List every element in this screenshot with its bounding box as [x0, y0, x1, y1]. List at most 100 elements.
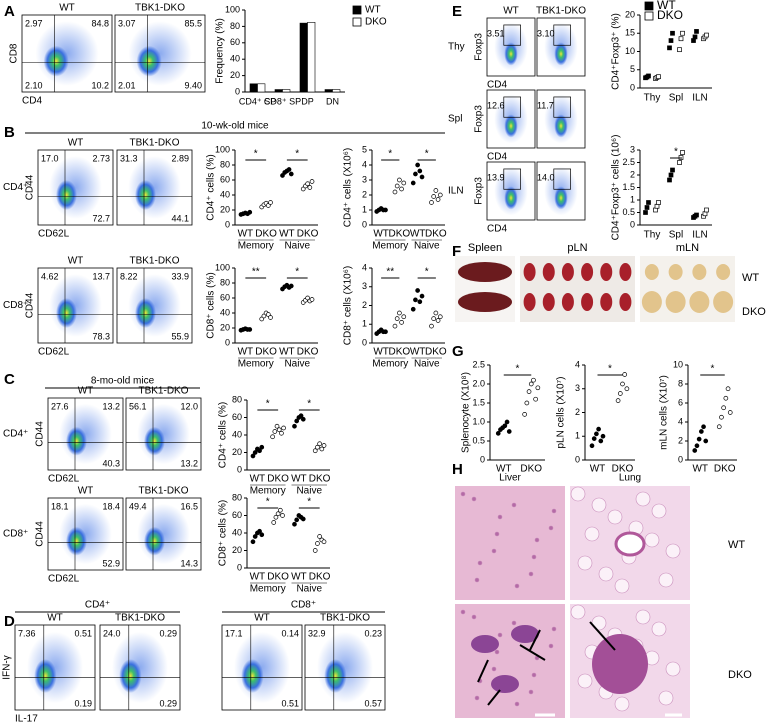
- x-tick-label: WT: [410, 229, 426, 240]
- flow-density: [34, 659, 57, 693]
- organ: [561, 263, 574, 281]
- y-tick-label: 1.5: [472, 397, 485, 407]
- quadrant-value: 52.9: [102, 558, 120, 568]
- y-tick-label: 40: [230, 54, 240, 64]
- quadrant-value: 14.3: [180, 558, 198, 568]
- row-label: WT: [742, 272, 759, 284]
- quadrant-value: 0.57: [364, 698, 382, 708]
- data-point: [257, 448, 262, 454]
- significance: **: [386, 267, 394, 278]
- x-axis-label: CD62L: [38, 347, 70, 358]
- tissue-space: [477, 560, 483, 566]
- organ: [600, 293, 613, 311]
- data-point: [394, 316, 400, 321]
- y-tick-label: 40: [232, 429, 242, 439]
- data-point: [259, 532, 265, 538]
- quadrant-value: 2.10: [25, 80, 43, 90]
- x-tick-label: WT: [291, 572, 307, 583]
- data-point: [615, 398, 621, 403]
- quadrant-value: 0.23: [364, 628, 382, 638]
- data-point: [522, 412, 528, 417]
- y-tick-label: 1: [630, 194, 635, 204]
- y-tick-label: 60: [230, 37, 240, 47]
- data-point: [502, 423, 508, 429]
- tissue-space: [460, 491, 466, 497]
- infiltrate: [491, 675, 519, 693]
- y-axis-label: Frequency (%): [215, 18, 226, 84]
- x-tick-label: Thy: [644, 93, 661, 104]
- data-point: [622, 372, 628, 377]
- group-label: Memory: [238, 241, 274, 252]
- x-tick-label: Spl: [669, 230, 683, 241]
- group-label: Memory: [372, 359, 408, 370]
- y-tick-label: 1: [575, 431, 580, 441]
- data-point: [277, 507, 283, 513]
- organ: [716, 264, 731, 280]
- y-axis-label: Splenocyte (X10⁸): [461, 372, 472, 453]
- y-tick-label: 5: [630, 64, 635, 74]
- flow-density: [324, 659, 347, 693]
- y-tick-label: 40: [220, 189, 230, 199]
- x-tick-label: ILN: [692, 230, 708, 241]
- tissue-space: [471, 614, 477, 620]
- bar: [282, 89, 291, 93]
- tissue-space: [570, 486, 586, 502]
- x-axis-label: CD62L: [38, 229, 70, 240]
- column-header: TBK1-DKO: [115, 613, 165, 624]
- data-point: [415, 162, 420, 168]
- quadrant-value: 8.22: [120, 271, 138, 281]
- quadrant-value: 0.29: [159, 698, 177, 708]
- bar: [299, 22, 308, 93]
- data-point: [429, 323, 434, 329]
- data-point: [397, 310, 402, 316]
- tissue-space: [651, 503, 667, 519]
- data-point: [273, 514, 279, 520]
- significance: *: [307, 497, 311, 508]
- x-tick-label: WT: [692, 464, 708, 475]
- data-point: [670, 30, 675, 36]
- histology: [455, 486, 565, 600]
- data-point: [383, 329, 388, 335]
- tissue-space: [635, 491, 651, 507]
- quadrant-value: 0.51: [74, 628, 92, 638]
- group-label: Memory: [250, 584, 286, 595]
- y-tick-label: 3: [362, 281, 367, 291]
- tissue-space: [644, 532, 660, 548]
- y-axis-label: CD44: [25, 174, 36, 200]
- group-label: Naive: [414, 241, 440, 252]
- tissue-label: mLN: [676, 242, 699, 254]
- data-point: [417, 299, 423, 305]
- quadrant-value: 32.9: [308, 628, 326, 638]
- x-tick-label: WT: [250, 474, 266, 485]
- flow-density: [56, 298, 77, 328]
- y-tick-label: 60: [232, 412, 242, 422]
- histology: [455, 604, 565, 718]
- flow-density: [43, 45, 69, 77]
- y-axis-label: CD44: [35, 521, 46, 547]
- data-point: [415, 288, 420, 293]
- x-tick-label: DKO: [425, 229, 447, 240]
- organ: [692, 264, 707, 280]
- data-point: [272, 429, 278, 434]
- flow-gate: [553, 168, 571, 190]
- y-axis-label: Foxp3: [474, 33, 485, 61]
- panel-letter: G: [452, 343, 464, 360]
- data-point: [677, 160, 682, 165]
- tissue-space: [491, 666, 497, 672]
- tissue-space: [514, 583, 520, 589]
- data-point: [401, 180, 407, 186]
- tissue-space: [494, 649, 500, 655]
- y-tick-label: 15: [625, 28, 635, 38]
- data-point: [433, 310, 439, 316]
- y-tick-label: 20: [625, 9, 635, 19]
- y-axis-label: CD4⁺ cells (%): [206, 154, 217, 220]
- organ: [581, 263, 594, 281]
- row-label: CD4⁺: [3, 182, 28, 193]
- data-point: [431, 316, 437, 321]
- y-tick-label: 0: [630, 82, 635, 92]
- y-tick-label: 3: [630, 144, 635, 154]
- data-point: [259, 444, 265, 450]
- column-header: TBK1-DKO: [129, 138, 179, 149]
- data-point: [268, 200, 273, 205]
- data-point: [268, 315, 273, 320]
